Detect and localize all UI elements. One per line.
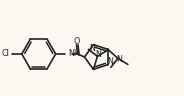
Text: N: N xyxy=(107,57,113,66)
Text: N: N xyxy=(89,44,95,53)
Text: O: O xyxy=(74,36,80,46)
Text: N: N xyxy=(95,50,101,59)
Text: N: N xyxy=(116,55,122,64)
Text: Cl: Cl xyxy=(2,50,10,58)
Text: NH: NH xyxy=(68,50,80,58)
